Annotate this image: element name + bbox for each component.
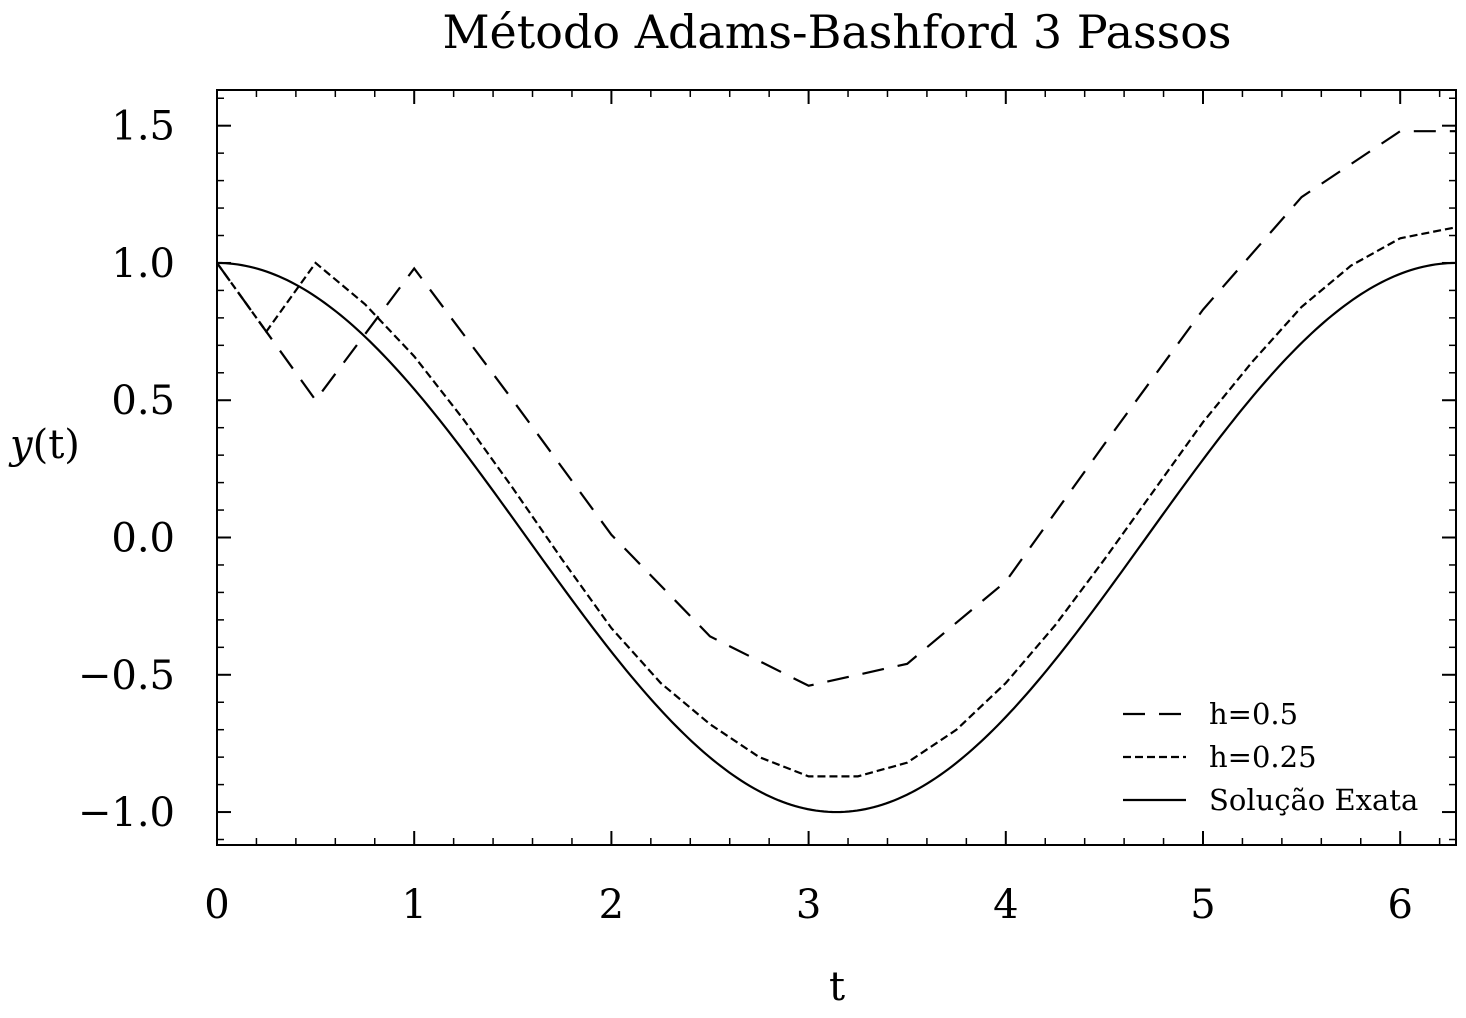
- x-axis-label: t: [829, 964, 845, 1010]
- x-tick-label: 6: [1387, 882, 1412, 928]
- x-tick-label: 5: [1190, 882, 1215, 928]
- y-tick-label: 0.0: [111, 516, 175, 562]
- x-tick-label: 0: [204, 882, 229, 928]
- series-line: [217, 130, 1456, 687]
- plot-frame: [216, 89, 1457, 846]
- legend-label: Solução Exata: [1209, 783, 1418, 817]
- x-tick-label: 2: [599, 882, 624, 928]
- y-tick-labels: −1.0 −0.5 0.0 0.5 1.0 1.5: [78, 104, 175, 836]
- legend-label: h=0.5: [1209, 697, 1298, 731]
- series-line: [217, 226, 1456, 778]
- x-tick-label: 1: [401, 882, 426, 928]
- x-tick-label: 3: [796, 882, 821, 928]
- y-tick-label: −0.5: [78, 653, 175, 699]
- y-tick-label: −1.0: [78, 790, 175, 836]
- legend-label: h=0.25: [1209, 740, 1317, 774]
- chart-title: Método Adams-Bashford 3 Passos: [442, 5, 1231, 59]
- y-axis-label: y(t): [8, 422, 80, 468]
- y-tick-label: 1.0: [111, 241, 175, 287]
- axis-ticks: [216, 90, 1456, 845]
- series-layer: [217, 130, 1456, 814]
- x-tick-labels: 0 1 2 3 4 5 6: [204, 882, 1413, 928]
- series-line: [217, 261, 1456, 814]
- y-axis-label-var: y: [8, 422, 34, 468]
- legend: h=0.5 h=0.25 Solução Exata: [1123, 697, 1418, 817]
- y-axis-label-arg: (t): [33, 422, 80, 468]
- y-tick-label: 0.5: [111, 378, 175, 424]
- y-tick-label: 1.5: [111, 104, 175, 150]
- x-tick-label: 4: [993, 882, 1018, 928]
